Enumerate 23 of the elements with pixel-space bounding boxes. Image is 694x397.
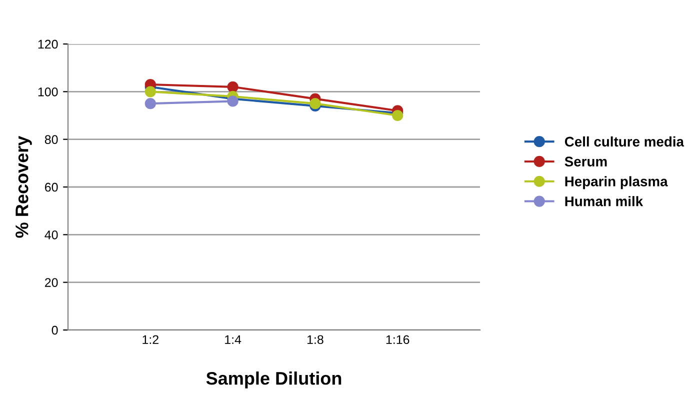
y-tick-label: 100	[38, 87, 58, 96]
y-tick-label: 0	[52, 326, 58, 335]
point	[310, 98, 321, 110]
y-tick-label: 80	[44, 135, 58, 144]
x-tick-label: 1:2	[142, 335, 158, 344]
point	[144, 86, 156, 98]
y-tick-label: 120	[38, 40, 58, 49]
point	[144, 98, 156, 110]
y-axis-title: % Recovery	[16, 136, 32, 238]
x-tick-label: 1:16	[386, 335, 410, 344]
legend-label: Human milk	[565, 196, 644, 206]
x-tick-label: 1:4	[225, 335, 242, 344]
y-tick-label: 20	[45, 278, 58, 287]
x-axis-title: Sample Dilution	[206, 372, 342, 388]
point	[392, 110, 404, 122]
y-tick-label: 60	[45, 182, 58, 192]
y-tick-label: 40	[44, 230, 58, 240]
legend-label: Serum	[564, 156, 607, 166]
legend-label: Heparin plasma	[565, 176, 668, 190]
point	[227, 96, 238, 107]
x-tick-label: 1:8	[307, 335, 324, 344]
point	[227, 81, 238, 92]
legend-label: Cell culture media	[564, 136, 684, 147]
